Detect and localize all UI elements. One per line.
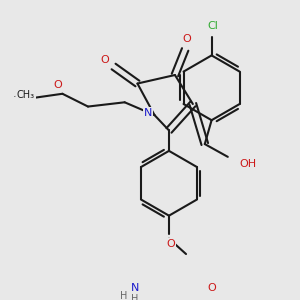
Text: H: H [120,291,127,300]
Text: O: O [207,283,216,293]
Text: O: O [166,239,175,249]
Text: O: O [54,80,62,90]
Text: CH₃: CH₃ [17,91,35,100]
Text: H: H [131,294,139,300]
Text: Cl: Cl [208,21,219,31]
Text: O: O [101,55,110,65]
Text: O: O [182,34,191,44]
Text: methoxy: methoxy [14,96,20,97]
Text: N: N [143,107,152,118]
Text: N: N [131,283,139,293]
Text: OH: OH [239,159,256,169]
